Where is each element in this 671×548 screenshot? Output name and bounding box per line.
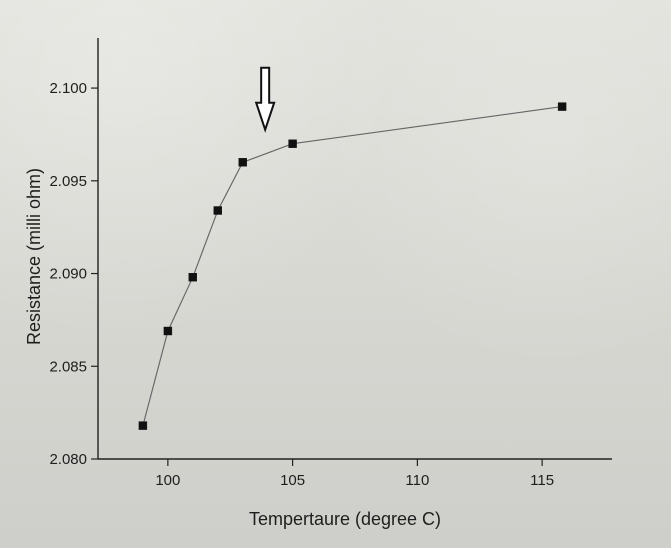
series-line [142, 106, 563, 426]
data-point [188, 273, 198, 282]
data-point [557, 102, 567, 111]
y-tick-label: 2.080 [49, 451, 87, 468]
y-axis-title: Resistance (milli ohm) [24, 168, 44, 345]
x-tick-label: 115 [530, 472, 554, 489]
y-tick-label: 2.085 [49, 358, 87, 375]
data-point [138, 421, 148, 430]
y-axis-ticks: 2.080 2.085 2.090 2.095 2.100 [49, 80, 98, 468]
data-point [238, 158, 247, 167]
down-arrow-annotation [254, 66, 276, 133]
y-tick-label: 2.090 [49, 266, 87, 283]
data-point [213, 206, 223, 215]
x-axis-ticks: 100 105 110 115 [155, 459, 554, 489]
data-point [288, 139, 297, 148]
data-point [163, 326, 173, 336]
x-tick-label: 110 [405, 472, 429, 489]
y-tick-label: 2.100 [49, 80, 87, 97]
y-tick-label: 2.095 [49, 173, 87, 190]
data-points [138, 102, 567, 430]
x-axis-title: Tempertaure (degree C) [249, 509, 441, 529]
x-tick-label: 100 [155, 472, 180, 489]
x-tick-label: 105 [280, 472, 305, 489]
